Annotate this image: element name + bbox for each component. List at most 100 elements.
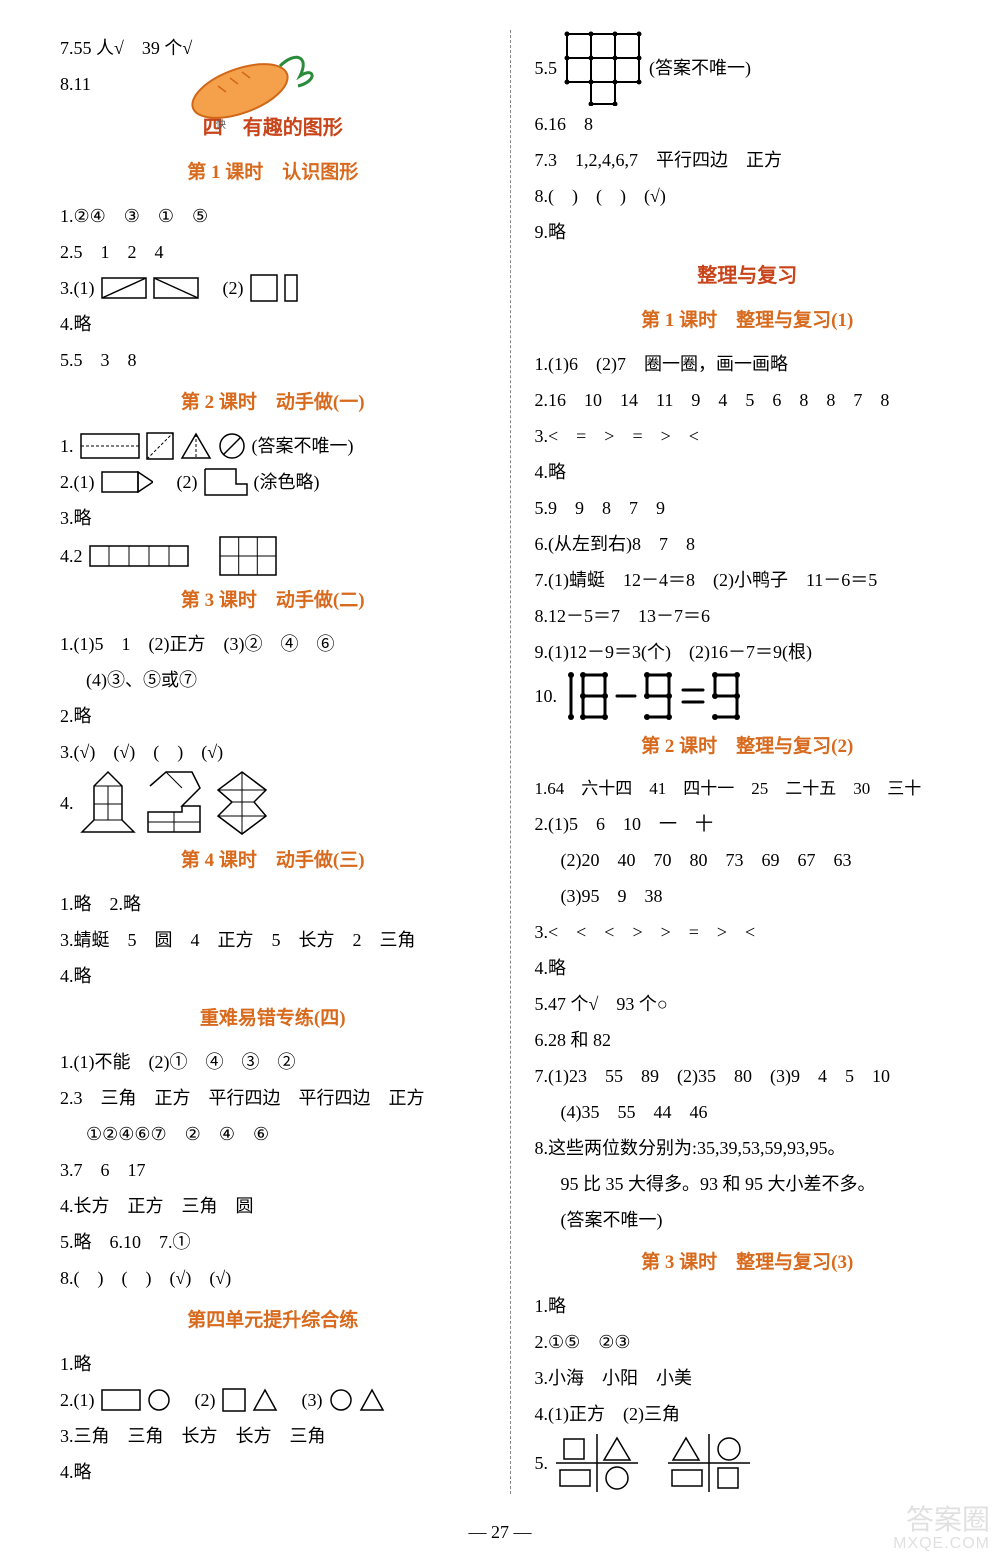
text: 5.47 个√ 93 个○ — [535, 986, 961, 1022]
text: 2.①⑤ ②③ — [535, 1324, 961, 1360]
triangle-icon — [252, 1388, 278, 1412]
circle-icon — [329, 1388, 353, 1412]
text: (4)35 55 44 46 — [535, 1094, 961, 1130]
right-column: 5.5 (答案不唯一) 6.16 8 7.3 1,2,4,6,7 平行四边 正方… — [515, 30, 961, 1494]
label: 10. — [535, 678, 558, 714]
rect-diagonal-icon — [101, 277, 147, 299]
text: 1.略 2.略 — [60, 886, 486, 922]
l-shape-icon — [204, 468, 248, 496]
text: 7.55 人√ 39 个√ — [60, 30, 486, 66]
text: 5.略 6.10 7.① — [60, 1224, 486, 1260]
page-number: — 27 — — [0, 1514, 1000, 1563]
label: 4. — [60, 785, 74, 821]
rect-dashed-icon — [80, 433, 140, 459]
label: (答案不唯一) — [252, 428, 354, 464]
grid-2x3-icon — [219, 536, 277, 576]
text: 8.12－5＝7 13－7＝6 — [535, 598, 961, 634]
shape-grids: 5. — [535, 1432, 961, 1494]
label: (2) — [159, 464, 198, 500]
section-heading: 第 3 课时 动手做(二) — [60, 582, 486, 620]
text: (4)③、⑤或⑦ — [60, 662, 486, 698]
square-icon — [222, 1388, 246, 1412]
section-heading: 第 2 课时 动手做(一) — [60, 384, 486, 422]
label: (涂色略) — [254, 464, 320, 500]
text: 6.16 8 — [535, 106, 961, 142]
match-grid-icon — [563, 30, 643, 106]
text: 3.< = > = > < — [535, 418, 961, 454]
text: 5.5 3 8 — [60, 342, 486, 378]
matchstick-equation: 10. — [535, 670, 961, 722]
rect-icon — [101, 1389, 141, 1411]
label: 5. — [535, 1445, 549, 1481]
unit-heading: 整理与复习 — [535, 256, 961, 296]
page: 快 7.55 人√ 39 个√ 8.11 四 有趣的图形 第 1 课时 认识图形… — [0, 0, 1000, 1514]
watermark-line2: MXQE.COM — [893, 1535, 990, 1553]
text: 3.蜻蜓 5 圆 4 正方 5 长方 2 三角 — [60, 922, 486, 958]
text: 1.略 — [60, 1346, 486, 1382]
section-heading: 第 2 课时 整理与复习(2) — [535, 728, 961, 766]
text: 1.略 — [535, 1288, 961, 1324]
answer-shapes: 3.(1) (2) — [60, 270, 486, 306]
text: 2.略 — [60, 698, 486, 734]
text: 9.(1)12－9＝3(个) (2)16－7＝9(根) — [535, 634, 961, 670]
section-heading: 第 3 课时 整理与复习(3) — [535, 1244, 961, 1282]
text: 1.(1)6 (2)7 圈一圈，画一画略 — [535, 346, 961, 382]
watermark-line1: 答案圈 — [893, 1505, 990, 1536]
text: ①②④⑥⑦ ② ④ ⑥ — [60, 1116, 486, 1152]
tangram-numbers: 4. — [60, 770, 486, 836]
label: (2) — [177, 1382, 216, 1418]
answer-shapes: 5.5 (答案不唯一) — [535, 30, 961, 106]
text: 3.< < < > > = > < — [535, 914, 961, 950]
tall-rect-icon — [284, 274, 298, 302]
tangram-1-icon — [80, 770, 136, 836]
answer-shapes: 2.(1) (2) (涂色略) — [60, 464, 486, 500]
label: 3.(1) — [60, 270, 95, 306]
text: 9.略 — [535, 214, 961, 250]
label: (2) — [205, 270, 244, 306]
shape-grid-2-icon — [666, 1432, 752, 1494]
label: (答案不唯一) — [649, 50, 751, 86]
label: 2.(1) — [60, 464, 95, 500]
label: 4.2 — [60, 538, 83, 574]
text: 7.3 1,2,4,6,7 平行四边 正方 — [535, 142, 961, 178]
square-diag-dashed-icon — [146, 432, 174, 460]
text: 8.11 — [60, 66, 486, 102]
text: 8.( ) ( ) (√) (√) — [60, 1260, 486, 1296]
circle-icon — [147, 1388, 171, 1412]
watermark: 答案圈 MXQE.COM — [893, 1505, 990, 1553]
text: 8.( ) ( ) (√) — [535, 178, 961, 214]
text: (答案不唯一) — [535, 1202, 961, 1238]
unit-heading: 四 有趣的图形 — [60, 108, 486, 148]
text: 8.这些两位数分别为:35,39,53,59,93,95。 — [535, 1130, 961, 1166]
text: 4.长方 正方 三角 圆 — [60, 1188, 486, 1224]
text: 3.7 6 17 — [60, 1152, 486, 1188]
section-heading: 第 1 课时 整理与复习(1) — [535, 302, 961, 340]
left-column: 7.55 人√ 39 个√ 8.11 四 有趣的图形 第 1 课时 认识图形 1… — [60, 30, 506, 1494]
shape-grid-1-icon — [554, 1432, 640, 1494]
section-heading: 重难易错专练(四) — [60, 1000, 486, 1038]
matchstick-18-9-9-icon — [563, 670, 793, 722]
text: 1.②④ ③ ① ⑤ — [60, 198, 486, 234]
label: 2.(1) — [60, 1382, 95, 1418]
answer-shapes: 2.(1) (2) (3) — [60, 1382, 486, 1418]
text: 4.略 — [535, 950, 961, 986]
rect-triangle-icon — [101, 471, 153, 493]
text: 6.28 和 82 — [535, 1022, 961, 1058]
text: 1.64 六十四 41 四十一 25 二十五 30 三十 — [535, 772, 961, 806]
text: 6.(从左到右)8 7 8 — [535, 526, 961, 562]
strip-5-icon — [89, 545, 189, 567]
triangle-dashed-icon — [180, 432, 212, 460]
column-divider — [510, 30, 511, 1494]
text: 3.小海 小阳 小美 — [535, 1360, 961, 1396]
answer-shapes: 1. (答案不唯一) — [60, 428, 486, 464]
tangram-3-icon — [212, 770, 272, 836]
section-heading: 第四单元提升综合练 — [60, 1302, 486, 1340]
label: (3) — [284, 1382, 323, 1418]
text: 7.(1)23 55 89 (2)35 80 (3)9 4 5 10 — [535, 1058, 961, 1094]
answer-shapes: 4.2 — [60, 536, 486, 576]
text: 3.三角 三角 长方 长方 三角 — [60, 1418, 486, 1454]
text: 4.略 — [60, 306, 486, 342]
text: 7.(1)蜻蜓 12－4＝8 (2)小鸭子 11－6＝5 — [535, 562, 961, 598]
text: 4.略 — [535, 454, 961, 490]
label: 5.5 — [535, 50, 558, 86]
